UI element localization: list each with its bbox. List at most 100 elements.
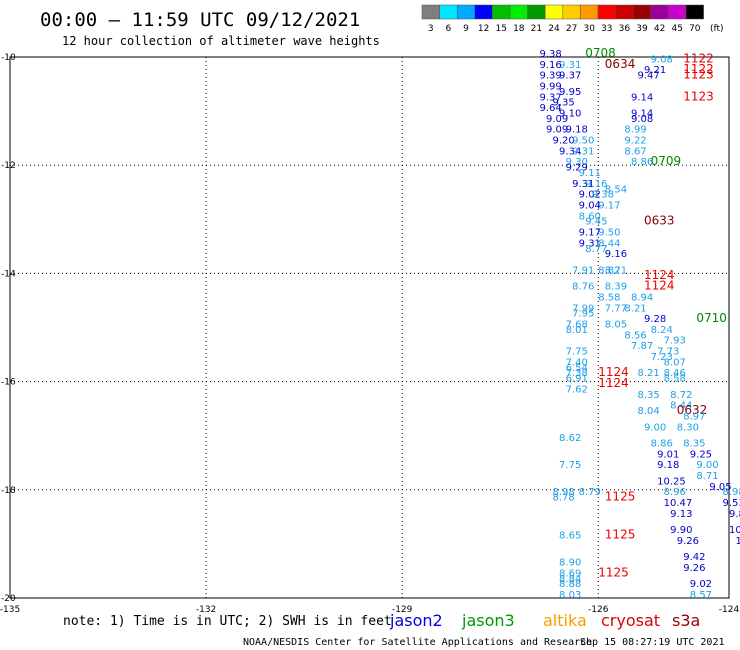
legend-item-jason3: jason3 — [461, 611, 515, 630]
color-swatch — [474, 4, 493, 20]
data-point-label: 8.57 — [690, 590, 712, 601]
y-tick-label: -16 — [1, 378, 16, 388]
data-point-label: 9.31 — [559, 60, 581, 71]
data-point-label: 9.09 — [546, 125, 568, 136]
data-point-label: 9.16 — [585, 179, 607, 190]
data-point-label: 9.31 — [572, 179, 594, 190]
color-scale-tick: 36 — [619, 24, 631, 34]
data-point-label: 9.05 — [709, 482, 731, 493]
legend-item-s3a: s3a — [672, 611, 700, 630]
data-point-label: 9.26 — [677, 536, 699, 547]
data-point-label: 7.40 — [566, 357, 588, 368]
data-point-label: 9.16 — [605, 249, 627, 260]
x-tick-label: -124 — [719, 605, 740, 615]
data-point-label: 9.09 — [546, 114, 568, 125]
y-tick-label: -10 — [1, 53, 16, 63]
data-point-label: 9.22 — [624, 136, 646, 147]
data-point-label: 9.95 — [559, 87, 581, 98]
data-point-label: 9.38 — [539, 49, 561, 60]
data-point-label: 9.00 — [644, 422, 666, 433]
legend-item-cryosat: cryosat — [601, 611, 660, 630]
y-axis-ticks: -10 -12 -14 -16 -18 -20 — [1, 53, 16, 604]
data-point-label: 8.01 — [566, 325, 588, 336]
color-swatch — [509, 4, 528, 20]
data-point-label: 9.90 — [670, 525, 692, 536]
data-point-label: 9.08 — [631, 114, 653, 125]
color-swatch — [650, 4, 669, 20]
data-point-label: 10.06 — [729, 525, 740, 536]
data-point-label: 9.37 — [559, 71, 581, 82]
data-point-label: 1124 — [644, 279, 675, 293]
data-point-label: 6.54 — [566, 363, 588, 374]
data-point-label: 8.69 — [559, 568, 581, 579]
data-point-label: 8.88 — [559, 579, 581, 590]
color-swatch — [668, 4, 687, 20]
color-swatch — [439, 4, 458, 20]
data-point-label: 1122 — [683, 62, 714, 76]
data-point-label: 9.17 — [579, 228, 601, 239]
data-point-label: 8.24 — [651, 325, 673, 336]
data-point-label: 7.93 — [664, 336, 686, 347]
color-swatch — [456, 4, 476, 20]
chart-title: 00:00 — 11:59 UTC 09/12/2021 — [40, 9, 360, 31]
color-scale-bar: 3 6 9 12 15 18 21 24 27 30 33 36 39 42 45 70 — [421, 4, 704, 34]
data-point-label: 9.18 — [566, 125, 588, 136]
data-point-label: 8.79 — [579, 487, 601, 498]
data-point-label: 9.04 — [579, 200, 601, 211]
color-swatch — [421, 4, 440, 20]
data-point-label: 9.50 — [598, 228, 620, 239]
color-scale-tick: 12 — [478, 24, 489, 34]
data-point-label: 0633 — [644, 214, 675, 228]
data-point-label: 8.82 — [598, 265, 620, 276]
chart-subtitle: 12 hour collection of altimeter wave hei… — [62, 34, 380, 48]
plot-frame — [9, 56, 730, 599]
color-scale-tick: 70 — [689, 24, 701, 34]
data-point-label: 9.39 — [539, 71, 561, 82]
x-tick-label: -132 — [196, 605, 216, 615]
data-point-label: 7.75 — [559, 460, 581, 471]
data-point-label: 8.44 — [598, 238, 620, 249]
data-point-label: 9.28 — [644, 314, 666, 325]
data-point-label: 9.21 — [644, 65, 666, 76]
data-point-label: 8.97 — [683, 411, 705, 422]
color-swatch — [632, 4, 652, 20]
data-point-label: 7.38 — [566, 368, 588, 379]
color-swatch — [544, 4, 564, 20]
data-point-label: 7.95 — [572, 309, 594, 320]
data-point-label: 7.99 — [572, 303, 594, 314]
data-point-label: 9.16 — [539, 60, 561, 71]
data-point-label: 9.30 — [566, 157, 588, 168]
data-point-label: 9.29 — [566, 163, 588, 174]
footer-timestamp: Sep 15 08:27:19 UTC 2021 — [580, 637, 725, 648]
data-point-label: 1125 — [605, 490, 636, 504]
x-tick-label: -126 — [588, 605, 609, 615]
data-point-label: 8.56 — [624, 330, 646, 341]
data-point-label: 8.98 — [722, 487, 740, 498]
data-point-label: 8.71 — [696, 471, 718, 482]
data-point-label: 8.60 — [579, 211, 601, 222]
x-axis-ticks: -135-132-129-126-123-124 — [0, 605, 740, 615]
color-scale-tick: 30 — [583, 24, 595, 34]
data-point-label: 9.17 — [598, 200, 620, 211]
data-point-label: 8.86 — [651, 439, 673, 450]
data-point-label: 8.98 — [553, 487, 575, 498]
data-point-label: 8.76 — [572, 282, 594, 293]
data-point-label: 7.87 — [631, 341, 653, 352]
legend-item-altika: altika — [543, 611, 587, 630]
data-point-label: 9.34 — [559, 146, 581, 157]
data-point-label: 8.77 — [585, 244, 607, 255]
data-point-label: 9.10 — [559, 109, 581, 120]
data-point-label: 9.42 — [683, 552, 705, 563]
data-point-label: 8.35 — [683, 439, 705, 450]
color-swatch — [685, 4, 704, 20]
data-point-label: 9.35 — [553, 98, 575, 109]
data-point-label: 10.47 — [664, 498, 693, 509]
color-scale-tick: 6 — [446, 24, 452, 34]
data-point-label: 1123 — [683, 89, 714, 103]
footer-note: note: 1) Time is in UTC; 2) SWH is in fe… — [63, 614, 392, 629]
data-point-label: 0634 — [605, 57, 636, 71]
legend-item-jason2: jason2 — [389, 611, 443, 630]
data-point-label: 8.78 — [553, 493, 575, 504]
